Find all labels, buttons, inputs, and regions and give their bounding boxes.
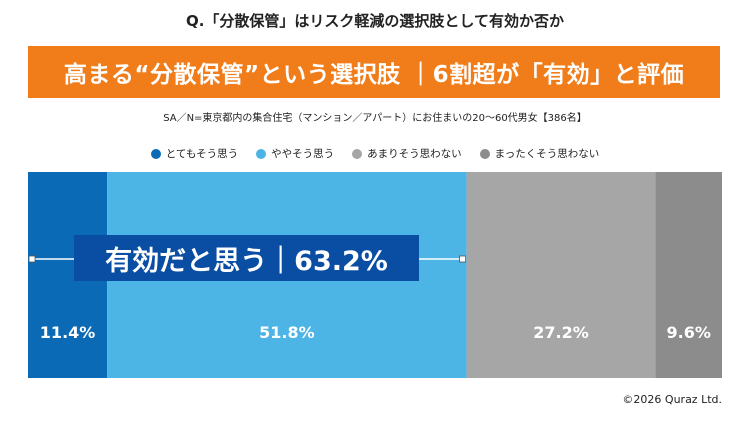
data-label: 9.6%	[667, 323, 711, 342]
callout-box: 有効だと思う｜63.2%	[74, 235, 419, 281]
headline-banner: 高まる“分散保管”という選択肢 ｜6割超が「有効」と評価	[28, 46, 720, 98]
data-label: 27.2%	[533, 323, 589, 342]
legend-item: あまりそう思わない	[352, 146, 462, 161]
legend-label: まったくそう思わない	[494, 148, 600, 160]
data-label: 11.4%	[40, 323, 96, 342]
question-title: Q.「分散保管」はリスク軽減の選択肢として有効か否か	[185, 12, 564, 30]
legend-dot-icon	[479, 148, 490, 159]
legend-dot-icon	[256, 148, 267, 159]
bracket-end	[459, 255, 467, 263]
bar-segment	[466, 172, 656, 378]
legend-label: とてもそう思う	[165, 148, 239, 160]
callout-text: 有効だと思う｜63.2%	[105, 245, 388, 277]
legend-dot-icon	[150, 148, 161, 159]
headline-text: 高まる“分散保管”という選択肢 ｜6割超が「有効」と評価	[63, 62, 685, 88]
legend-item: とてもそう思う	[150, 146, 239, 161]
legend-item: まったくそう思わない	[479, 146, 600, 161]
bracket-end	[28, 255, 36, 263]
legend-label: あまりそう思わない	[367, 148, 462, 160]
copyright: ©2026 Quraz Ltd.	[622, 393, 722, 406]
bar-segment	[655, 172, 722, 378]
legend-item: ややそう思う	[256, 146, 334, 161]
legend-dot-icon	[352, 148, 363, 159]
data-label: 51.8%	[259, 323, 315, 342]
chart-legend: とてもそう思う ややそう思う あまりそう思わない まったくそう思わない	[0, 146, 750, 161]
sample-note: SA／N=東京都内の集合住宅（マンション／アパート）にお住まいの20～60代男女…	[163, 113, 587, 124]
legend-label: ややそう思う	[271, 148, 335, 160]
